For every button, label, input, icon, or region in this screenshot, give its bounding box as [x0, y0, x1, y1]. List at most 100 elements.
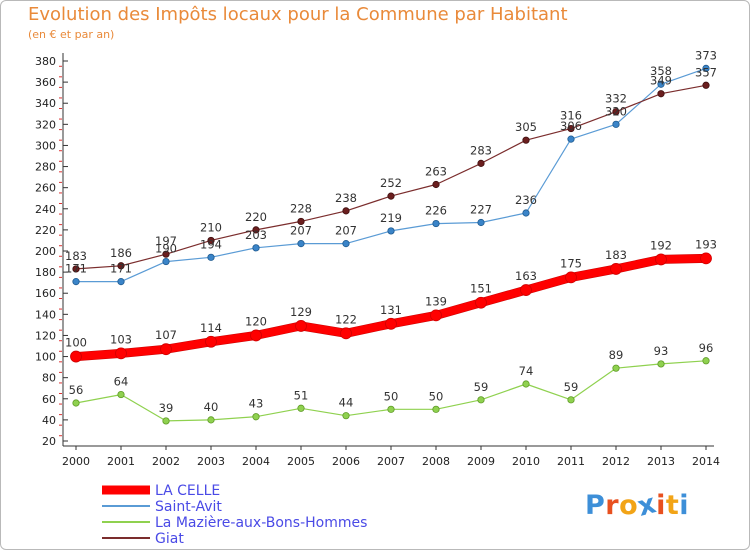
data-label-giat: 210 [200, 220, 222, 234]
point-la-mazi-re-aux-bons-hommes [522, 380, 530, 388]
logo-letter: o [619, 490, 639, 521]
point-saint-avit [297, 240, 305, 248]
logo-letter: r [605, 490, 620, 521]
data-label-la-celle: 131 [380, 303, 402, 317]
x-tick-label: 2014 [692, 455, 720, 468]
y-tick-label: 20 [42, 435, 56, 448]
legend-label-la-mazi-re-aux-bons-hommes: La Mazière-aux-Bons-Hommes [155, 515, 367, 531]
point-la-celle [520, 284, 532, 296]
data-label-la-mazi-re-aux-bons-hommes: 74 [519, 364, 534, 378]
data-label-la-celle: 114 [200, 321, 222, 335]
x-tick-label: 2007 [377, 455, 405, 468]
point-la-mazi-re-aux-bons-hommes [477, 396, 485, 404]
data-label-la-celle: 129 [290, 305, 312, 319]
point-la-mazi-re-aux-bons-hommes [207, 416, 215, 424]
data-label-la-mazi-re-aux-bons-hommes: 59 [474, 380, 489, 394]
point-la-mazi-re-aux-bons-hommes [612, 364, 620, 372]
x-tick-label: 2008 [422, 455, 450, 468]
point-la-celle [70, 350, 82, 363]
data-label-la-celle: 120 [245, 314, 267, 328]
point-la-celle [295, 320, 307, 332]
y-tick-label: 100 [35, 351, 56, 364]
legend-label-saint-avit: Saint-Avit [155, 499, 222, 515]
data-label-la-celle: 122 [335, 312, 357, 326]
data-label-saint-avit: 320 [605, 104, 627, 118]
y-tick-label: 280 [35, 161, 56, 174]
point-saint-avit [477, 218, 485, 227]
point-la-celle [565, 271, 577, 284]
data-label-la-celle: 183 [605, 248, 627, 262]
point-giat [342, 207, 350, 215]
y-tick-label: 60 [42, 393, 56, 406]
point-saint-avit [657, 80, 665, 88]
point-saint-avit [162, 257, 170, 266]
point-giat [567, 124, 575, 133]
logo-letter: t [665, 490, 680, 521]
data-label-la-mazi-re-aux-bons-hommes: 51 [294, 388, 309, 402]
point-giat [207, 236, 215, 245]
point-giat [612, 108, 620, 116]
legend-label-giat: Giat [155, 531, 184, 547]
y-tick-label: 340 [35, 97, 56, 110]
data-label-la-celle: 107 [155, 328, 177, 342]
point-giat [297, 217, 305, 226]
x-tick-label: 2009 [467, 455, 495, 468]
logo-letter: i [679, 490, 690, 521]
x-tick-label: 2011 [557, 455, 585, 468]
point-la-mazi-re-aux-bons-hommes [567, 396, 575, 404]
data-label-saint-avit: 306 [560, 119, 582, 133]
x-tick-label: 2004 [242, 455, 270, 468]
point-saint-avit [207, 253, 215, 261]
x-tick-label: 2000 [62, 455, 90, 468]
data-label-saint-avit: 219 [380, 211, 402, 225]
point-la-mazi-re-aux-bons-hommes [162, 417, 170, 425]
point-la-celle [655, 253, 667, 266]
data-label-la-celle: 192 [650, 238, 672, 252]
point-la-celle [385, 317, 397, 330]
x-tick-label: 2006 [332, 455, 360, 468]
data-label-saint-avit: 194 [200, 237, 222, 251]
point-giat [657, 90, 665, 98]
point-saint-avit [252, 244, 260, 252]
data-label-giat: 305 [515, 120, 537, 134]
data-label-la-mazi-re-aux-bons-hommes: 43 [249, 397, 264, 411]
point-saint-avit [702, 64, 710, 72]
x-tick-label: 2010 [512, 455, 540, 468]
y-tick-label: 300 [35, 139, 56, 152]
data-label-saint-avit: 171 [110, 262, 132, 276]
point-la-celle [250, 329, 262, 342]
y-tick-label: 120 [35, 329, 56, 342]
point-la-mazi-re-aux-bons-hommes [342, 412, 350, 420]
point-la-mazi-re-aux-bons-hommes [387, 405, 395, 413]
data-label-la-mazi-re-aux-bons-hommes: 56 [69, 383, 84, 397]
point-saint-avit [522, 209, 530, 217]
data-label-la-mazi-re-aux-bons-hommes: 50 [384, 389, 399, 403]
point-giat [252, 226, 260, 234]
point-la-mazi-re-aux-bons-hommes [297, 404, 305, 412]
data-label-la-mazi-re-aux-bons-hommes: 93 [654, 344, 669, 358]
data-label-saint-avit: 227 [470, 203, 492, 217]
y-tick-label: 140 [35, 308, 56, 321]
point-la-celle [115, 347, 127, 360]
point-la-celle [160, 343, 172, 356]
y-tick-label: 260 [35, 182, 56, 195]
x-tick-label: 2003 [197, 455, 225, 468]
data-label-saint-avit: 203 [245, 228, 267, 242]
data-label-giat: 220 [245, 210, 267, 224]
data-label-giat: 283 [470, 143, 492, 157]
x-tick-label: 2002 [152, 455, 180, 468]
data-label-la-celle: 139 [425, 294, 447, 308]
data-label-la-celle: 175 [560, 256, 582, 270]
point-giat [432, 180, 440, 189]
data-label-giat: 238 [335, 191, 357, 205]
point-la-celle [340, 327, 352, 340]
y-tick-label: 200 [35, 245, 56, 258]
point-giat [117, 262, 125, 270]
data-label-giat: 357 [695, 65, 717, 79]
y-tick-label: 160 [35, 287, 56, 300]
data-label-giat: 183 [65, 249, 87, 263]
data-label-giat: 263 [425, 165, 447, 179]
